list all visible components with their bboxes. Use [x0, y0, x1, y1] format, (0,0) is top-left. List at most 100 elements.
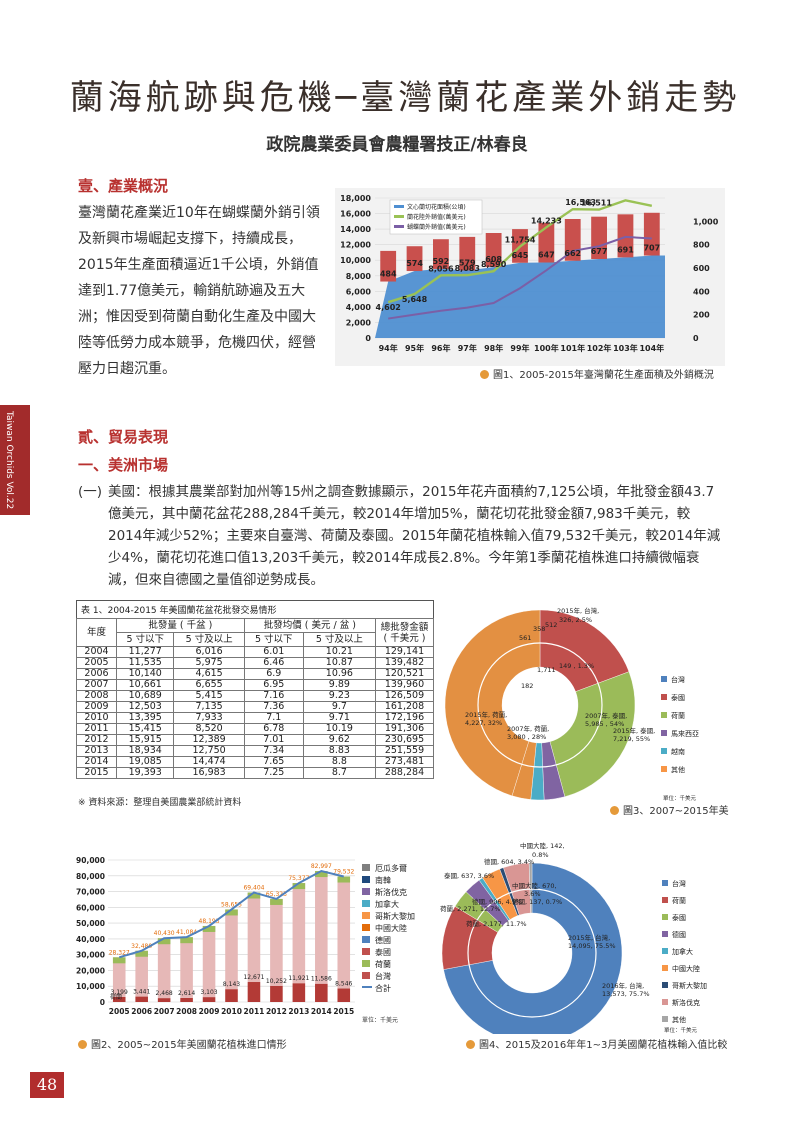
table-cell: 12,750 — [173, 745, 245, 757]
pie-annotation: 德國, 604, 3.4% — [484, 857, 534, 866]
table-1: 表 1、2004-2015 年美國蘭花盆花批發交易情形 年度 批發量 ( 千盆 … — [76, 600, 434, 779]
y2-tick-label: 800 — [693, 241, 710, 250]
x-tick-label: 2008 — [176, 1007, 197, 1016]
table-cell: 7.16 — [243, 690, 304, 702]
table-cell: 12,389 — [173, 734, 245, 746]
table-cell: 9.62 — [302, 734, 377, 746]
y-tick-label: 0 — [100, 998, 105, 1007]
bar-taiwan — [315, 983, 328, 1002]
pie-annotation: 2007年, 荷蘭, — [507, 724, 549, 733]
table-row: 2009 12,503 7,135 7.36 9.7 161,208 — [76, 701, 434, 713]
data-label-taiwan: 8,546 — [335, 981, 352, 988]
table-row: 2007 10,661 6,655 6.95 9.89 139,960 — [76, 679, 434, 691]
section-heading-1: 壹、產業概況 — [78, 177, 169, 195]
table-cell: 2012 — [76, 734, 117, 746]
y-tick-label: 4,000 — [346, 303, 372, 312]
figure-2-chart: 0 10,000 20,000 30,000 40,000 50,000 60,000 70,… — [76, 856, 415, 1024]
data-label: 5,648 — [402, 295, 428, 304]
table-cell: 7,933 — [173, 712, 245, 724]
legend-label: 台灣 — [672, 879, 686, 888]
table-header-qty: 批發量 ( 千盆 ) — [116, 618, 245, 633]
section-heading-2: 貳、貿易表現 — [78, 428, 169, 446]
data-label: 8,590 — [481, 260, 507, 269]
data-label: 645 — [512, 251, 529, 260]
side-tab-text: Taiwan Orchids Vol.22 — [4, 411, 14, 510]
table-cell: 9.89 — [302, 679, 377, 691]
x-tick-label: 2015 — [333, 1007, 354, 1016]
bar-taiwan — [112, 996, 126, 1002]
table-cell: 172,196 — [375, 712, 434, 724]
table-cell: 11,277 — [115, 646, 175, 658]
table-cell: 129,141 — [375, 646, 434, 658]
bar-other — [180, 937, 193, 998]
bar-total — [406, 246, 423, 272]
y-tick-label: 2,000 — [346, 318, 372, 327]
data-label-taiwan: 11,586 — [311, 976, 332, 983]
legend-label: 斯洛伐克 — [375, 887, 407, 897]
legend-label: 荷蘭 — [671, 711, 685, 720]
pie-annotation: 3,080 , 28% — [507, 733, 546, 741]
table-cell: 120,521 — [375, 668, 434, 680]
y-tick-label: 18,000 — [340, 194, 371, 203]
table-cell: 7.34 — [243, 745, 304, 757]
data-label-taiwan: 3,199 — [111, 989, 128, 996]
bar-other — [315, 871, 328, 984]
legend-label: 哥斯大黎加 — [672, 981, 707, 990]
legend-label: 德國 — [375, 935, 391, 945]
table-cell: 19,393 — [115, 767, 175, 779]
total-line — [118, 869, 345, 959]
bar-total — [433, 239, 449, 269]
pie-annotation: 荷蘭, 2,271, 12.7% — [440, 904, 501, 913]
legend-swatch — [662, 931, 668, 937]
table-cell: 19,085 — [115, 756, 175, 768]
y-tick-label: 20,000 — [76, 966, 105, 975]
pie-annotation: 182 — [521, 682, 533, 690]
table-cell: 8.7 — [302, 767, 377, 779]
table-cell: 9.7 — [302, 701, 377, 713]
bar-total — [617, 214, 634, 258]
bar-total — [643, 212, 660, 256]
table-row: 2014 19,085 14,474 7.65 8.8 273,481 — [76, 756, 434, 768]
bar-total — [380, 250, 397, 282]
table-cell: 139,960 — [375, 679, 434, 691]
data-label: 579 — [459, 258, 476, 267]
legend-label: 加拿大 — [375, 899, 399, 909]
figure-1-chart: 0 2,000 4,000 6,000 8,000 10,000 12,000 14,000 1… — [335, 188, 725, 366]
x-tick-label: 104年 — [639, 343, 664, 353]
table-cell: 7.65 — [243, 756, 304, 768]
y-tick-label: 16,000 — [340, 210, 371, 219]
figure-4-caption: 圖4、2015及2016年年1~3月美國蘭花植株輸入值比較 — [466, 1036, 727, 1051]
y-tick-label: 30,000 — [76, 951, 105, 960]
bar-other — [225, 909, 238, 990]
legend-swatch — [662, 897, 668, 903]
table-cell: 16,983 — [173, 767, 245, 779]
table-cell: 2008 — [76, 690, 117, 702]
bar-top-stack — [337, 876, 351, 883]
bar-total — [459, 236, 476, 271]
bar-top-stack — [157, 938, 171, 945]
y-tick-label: 40,000 — [76, 935, 105, 944]
legend-label: 合計 — [375, 983, 391, 993]
x-tick-label: 101年 — [560, 343, 585, 353]
x-tick-label: 2009 — [199, 1007, 220, 1016]
legend-label: 南韓 — [375, 875, 391, 885]
data-label-taiwan: 2,614 — [178, 990, 195, 997]
data-label-total: 69,404 — [243, 884, 264, 891]
x-tick-label: 96年 — [431, 343, 450, 353]
pie-annotation: 7,219, 55% — [613, 735, 650, 743]
table-cell: 2013 — [76, 745, 117, 757]
legend-label: 其他 — [672, 1015, 686, 1024]
pie-annotation: 1,711 — [537, 666, 556, 674]
data-label-total: 82,997 — [311, 863, 332, 870]
table-subheader: 5 寸及以上 — [173, 632, 245, 647]
y-tick-label: 0 — [365, 334, 371, 343]
bullet-dot-icon — [480, 370, 489, 379]
x-tick-label: 2006 — [131, 1007, 152, 1016]
line-series-1 — [387, 199, 653, 304]
pie-annotation: 149 , 1.3% — [559, 662, 594, 670]
table-cell: 2011 — [76, 723, 117, 735]
data-label-taiwan: 3,441 — [133, 989, 150, 996]
pie-annotation: 2015年, 台灣, — [568, 933, 610, 942]
data-label: 574 — [406, 259, 423, 268]
table-row: 2005 11,535 5,975 6.46 10.87 139,482 — [76, 657, 434, 669]
